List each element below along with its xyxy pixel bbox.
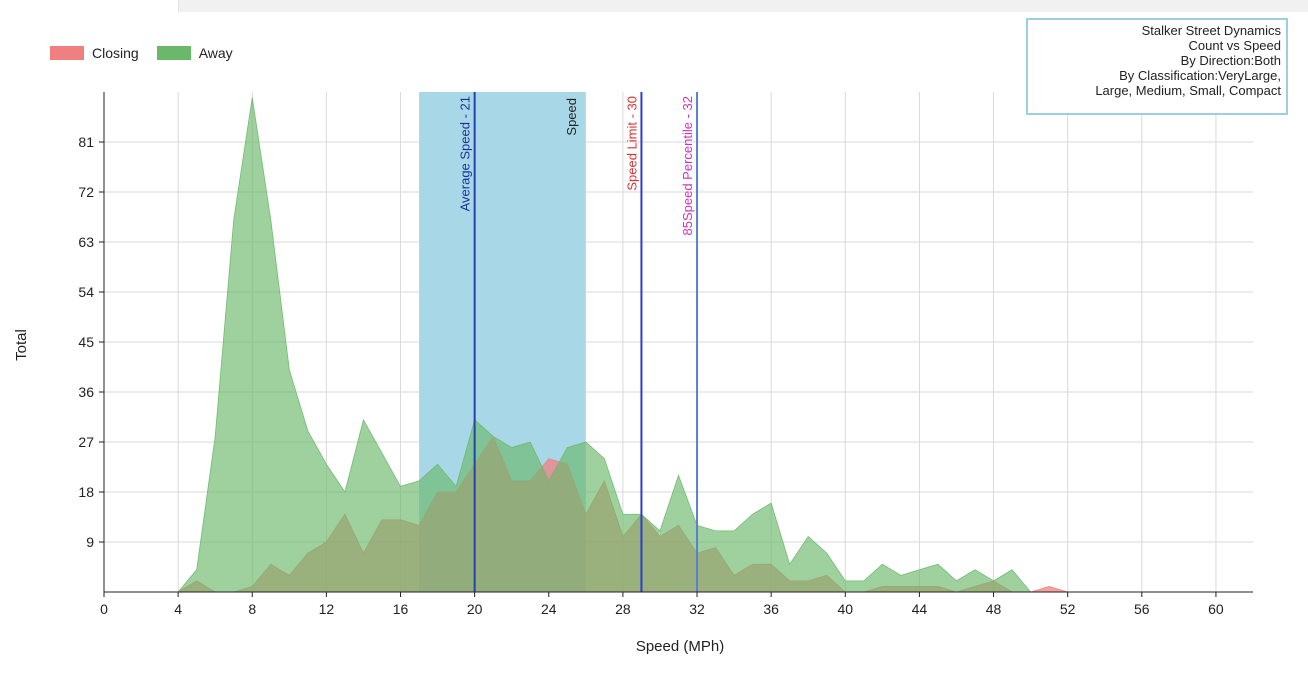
y-tick-label: 81 <box>78 134 94 150</box>
x-tick-label: 40 <box>838 601 854 617</box>
x-tick-label: 20 <box>467 601 483 617</box>
x-tick-label: 28 <box>615 601 631 617</box>
legend-swatch-closing <box>50 46 84 60</box>
legend-swatch-away <box>156 46 191 60</box>
info-line: By Direction:Both <box>1180 53 1281 68</box>
y-tick-label: 9 <box>86 534 94 550</box>
legend-label-away: Away <box>198 45 233 61</box>
y-tick-label: 18 <box>78 484 94 500</box>
grid-layer <box>103 92 1253 592</box>
x-tick-label: 0 <box>100 601 108 617</box>
y-tick-label: 27 <box>78 434 94 450</box>
top-scroll-strip <box>178 0 1308 12</box>
legend-item-away[interactable]: Away <box>156 45 233 61</box>
speed-band-label: Speed <box>564 98 579 136</box>
y-tick-label: 36 <box>78 384 94 400</box>
reference-line-label: Speed Limit - 30 <box>624 96 639 191</box>
reference-lines-layer: Average Speed - 21 Speed Limit - 30 85Spee… <box>458 92 699 592</box>
info-line: Count vs Speed <box>1188 38 1281 53</box>
y-axis-title: Total <box>13 329 30 361</box>
x-tick-label: 24 <box>541 601 557 617</box>
x-tick-label: 12 <box>319 601 335 617</box>
axis-layer: 0 4 8 12 16 20 24 28 32 36 40 44 48 52 56 6091827364554… <box>78 92 1253 617</box>
legend-label-closing: Closing <box>92 45 139 61</box>
y-tick-label: 45 <box>78 334 94 350</box>
reference-line-label: Average Speed - 21 <box>458 96 473 211</box>
y-tick-label: 72 <box>78 184 94 200</box>
x-tick-label: 8 <box>248 601 256 617</box>
x-axis-title: Speed (MPh) <box>636 638 724 655</box>
x-tick-label: 4 <box>174 601 182 617</box>
x-tick-label: 44 <box>912 601 928 617</box>
reference-line-label: 85Speed Percentile - 32 <box>680 96 695 235</box>
y-tick-label: 54 <box>78 284 94 300</box>
x-tick-label: 36 <box>763 601 779 617</box>
legend: Closing Away <box>50 45 251 61</box>
y-tick-label: 63 <box>78 234 94 250</box>
x-tick-label: 32 <box>689 601 705 617</box>
series-layer <box>176 97 1068 593</box>
series-area-away <box>177 97 1068 593</box>
x-tick-label: 56 <box>1134 601 1150 617</box>
x-tick-label: 16 <box>393 601 409 617</box>
x-tick-label: 48 <box>986 601 1002 617</box>
info-line: By Classification:VeryLarge, <box>1119 68 1281 83</box>
info-line: Stalker Street Dynamics <box>1141 23 1281 38</box>
chart-info-box: Stalker Street Dynamics Count vs Speed B… <box>1026 18 1288 115</box>
info-line: Large, Medium, Small, Compact <box>1095 83 1281 98</box>
x-tick-label: 60 <box>1208 601 1224 617</box>
x-tick-label: 52 <box>1060 601 1076 617</box>
legend-item-closing[interactable]: Closing <box>50 45 139 61</box>
